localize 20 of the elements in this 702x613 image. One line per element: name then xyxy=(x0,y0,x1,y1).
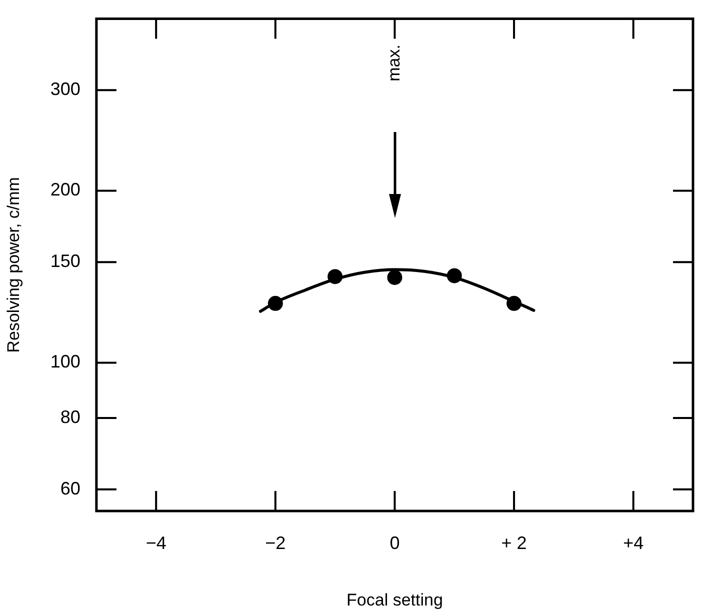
x-tick-label: 0 xyxy=(390,532,400,553)
x-tick-label: +4 xyxy=(623,532,644,553)
y-tick-label: 100 xyxy=(50,352,80,372)
y-axis-title: Resolving power, c/mm xyxy=(4,177,23,353)
x-axis-title: Focal setting xyxy=(346,590,443,610)
point xyxy=(387,270,402,285)
y-tick-label: 80 xyxy=(60,407,80,428)
x-tick-label: −2 xyxy=(265,532,286,553)
annotation: max. xyxy=(384,44,405,82)
line-series xyxy=(258,268,536,313)
point xyxy=(328,269,343,284)
point xyxy=(506,296,522,311)
y-tick-label: 150 xyxy=(50,251,80,272)
point xyxy=(446,268,462,284)
y-tick-label: 60 xyxy=(60,478,80,498)
x-tick-label: −4 xyxy=(146,532,166,553)
x-tick-label: + 2 xyxy=(501,532,527,553)
y-tick-label: 300 xyxy=(50,79,80,100)
point xyxy=(268,296,283,311)
y-tick-label: 200 xyxy=(50,180,80,200)
